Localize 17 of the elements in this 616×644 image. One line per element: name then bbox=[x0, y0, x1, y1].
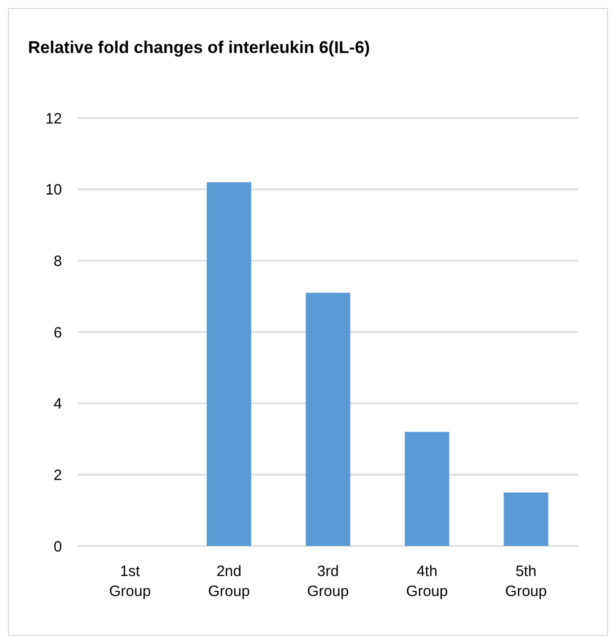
y-tick-label: 0 bbox=[54, 538, 62, 556]
y-tick-label: 8 bbox=[54, 252, 62, 270]
y-tick-label: 2 bbox=[54, 466, 62, 484]
x-tick-label: 5th Group bbox=[505, 563, 547, 600]
y-tick-label: 12 bbox=[45, 110, 62, 128]
bar bbox=[306, 292, 350, 546]
x-tick-label: 2nd Group bbox=[208, 563, 250, 600]
chart-title: Relative fold changes of interleukin 6(IL-6) bbox=[28, 38, 370, 57]
x-tick-label: 1st Group bbox=[109, 563, 151, 600]
y-tick-label: 6 bbox=[54, 324, 62, 342]
y-tick-label: 10 bbox=[45, 182, 62, 199]
x-tick-label: 4th Group bbox=[406, 563, 448, 600]
bar bbox=[206, 182, 252, 546]
x-tick-label: 3rd Group bbox=[307, 563, 349, 600]
bar bbox=[404, 432, 450, 546]
y-tick-label: 4 bbox=[54, 396, 62, 413]
bar bbox=[504, 492, 548, 546]
